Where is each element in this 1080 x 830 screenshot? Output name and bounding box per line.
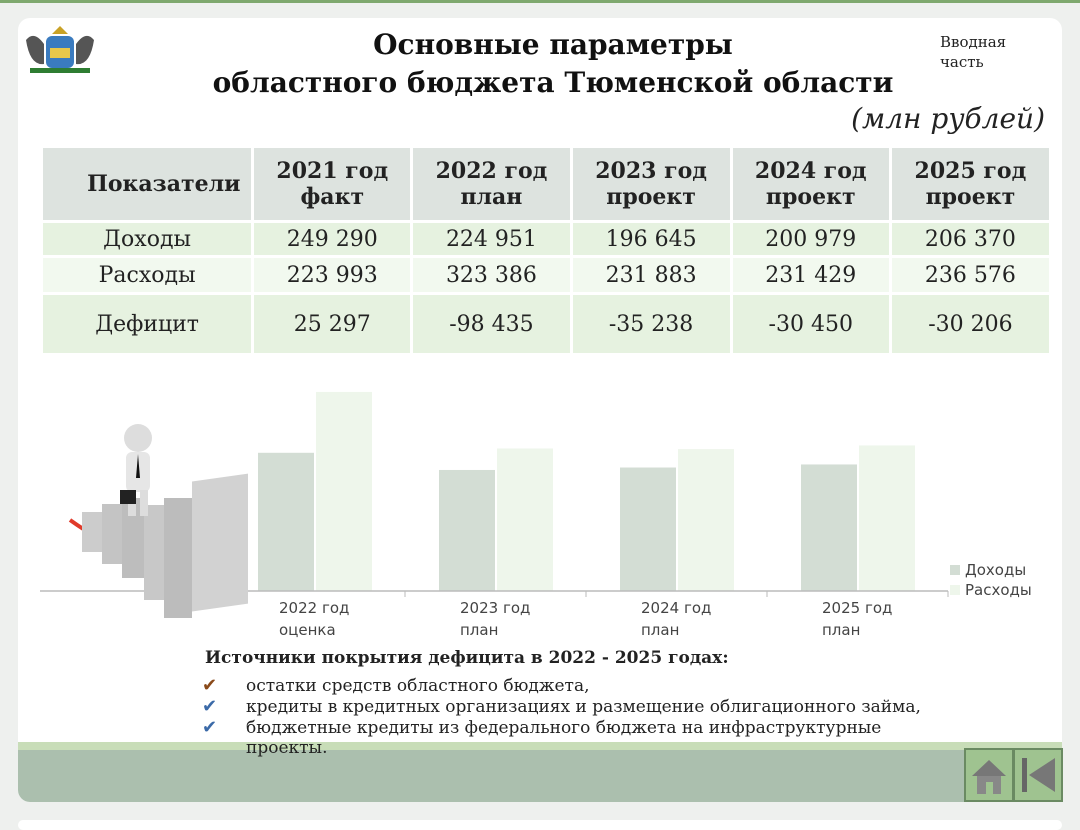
title-line: областного бюджета Тюменской области	[212, 66, 894, 99]
table-cell: 196 645	[569, 220, 733, 258]
legend-swatch	[950, 565, 960, 575]
table-cell: -35 238	[569, 292, 733, 356]
title-line: Основные параметры	[373, 28, 733, 61]
bar	[439, 469, 495, 591]
table-cell: 206 370	[888, 220, 1053, 258]
bar	[258, 452, 314, 591]
sources-list: остатки средств областного бюджета,креди…	[200, 676, 930, 759]
column-header: 2021 год факт	[251, 145, 414, 223]
chart: 2022 год оценка 2023 год план 2024 год план 20…	[40, 391, 1032, 639]
table-cell: 224 951	[410, 220, 573, 258]
source-item: остатки средств областного бюджета,	[200, 676, 930, 696]
sources-title: Источники покрытия дефицита в 2022 - 202…	[205, 648, 729, 668]
legend-swatch	[950, 585, 960, 595]
bar	[620, 467, 676, 591]
table-cell: Расходы	[39, 255, 255, 295]
table-cell: -30 206	[888, 292, 1053, 356]
source-item: бюджетные кредиты из федерального бюджет…	[200, 718, 930, 758]
bottom-band	[18, 750, 1062, 802]
x-tick-label: план	[460, 621, 498, 639]
column-header: 2024 год проект	[729, 145, 892, 223]
bar	[497, 448, 553, 591]
table-cell: Доходы	[39, 220, 255, 258]
table-cell: -98 435	[410, 292, 573, 356]
table-cell: 231 883	[569, 255, 733, 295]
column-header-text: 2023 год проект	[595, 158, 707, 210]
header-row: Показатели 2021 год факт 2022 год план 2023…	[39, 145, 1053, 223]
legend-label: Доходы	[965, 561, 1026, 579]
table-cell: -30 450	[729, 292, 892, 356]
units: (млн рублей)	[851, 102, 1045, 135]
top-rule	[0, 0, 1080, 3]
coat-of-arms	[26, 26, 94, 73]
x-tick-label: 2025 год	[822, 599, 892, 617]
table-cell: 223 993	[251, 255, 414, 295]
table-cell: 231 429	[729, 255, 892, 295]
section-label: Вводная часть	[940, 33, 1007, 71]
column-header-text: 2025 год проект	[914, 158, 1027, 210]
table-row: Дефицит 25 297 -98 435 -35 238 -30 450 -30 20…	[39, 292, 1053, 356]
column-header: 2022 год план	[410, 145, 573, 223]
x-tick-label: 2023 год	[460, 599, 530, 617]
title: Основные параметры областного бюджета Тюм…	[150, 26, 956, 102]
column-header: 2025 год проект	[888, 145, 1053, 223]
bar	[316, 391, 372, 591]
home-icon	[972, 760, 1006, 794]
bar	[678, 449, 734, 591]
budget-table: Показатели 2021 год факт 2022 год план 2023…	[39, 145, 1053, 356]
table-cell: 323 386	[410, 255, 573, 295]
column-header: 2023 год проект	[569, 145, 733, 223]
table-cell: Дефицит	[39, 292, 255, 356]
illustration	[68, 424, 248, 618]
column-header: Показатели	[39, 145, 255, 223]
back-icon	[1022, 758, 1055, 792]
x-tick-label: план	[822, 621, 860, 639]
table-row: Расходы 223 993 323 386 231 883 231 429 236 5…	[39, 255, 1053, 295]
column-header-text: 2022 год план	[435, 158, 548, 210]
table-cell: 25 297	[251, 292, 414, 356]
x-tick-label: оценка	[279, 621, 336, 639]
x-tick-label: план	[641, 621, 679, 639]
table-cell: 236 576	[888, 255, 1053, 295]
next-slide-edge	[18, 820, 1062, 830]
home-button[interactable]	[964, 748, 1014, 802]
x-tick-label: 2022 год	[279, 599, 349, 617]
table-cell: 200 979	[729, 220, 892, 258]
x-tick-label: 2024 год	[641, 599, 711, 617]
legend-label: Расходы	[965, 581, 1032, 599]
column-header-text: 2021 год факт	[276, 158, 389, 210]
back-button[interactable]	[1013, 748, 1063, 802]
column-header-text: 2024 год проект	[754, 158, 867, 210]
column-header-text: Показатели	[87, 171, 241, 197]
table-row: Доходы 249 290 224 951 196 645 200 979 206 37…	[39, 220, 1053, 258]
table-cell: 249 290	[251, 220, 414, 258]
bar	[859, 445, 915, 591]
source-item: кредиты в кредитных организациях и разме…	[200, 697, 930, 717]
bar	[801, 464, 857, 591]
